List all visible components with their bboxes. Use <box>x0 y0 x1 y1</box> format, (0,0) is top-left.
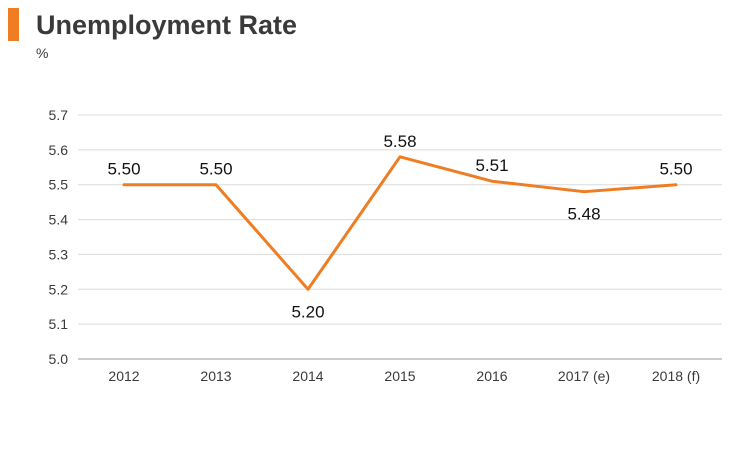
x-tick-label: 2015 <box>384 368 415 384</box>
x-tick-label: 2016 <box>476 368 507 384</box>
y-tick-label: 5.2 <box>49 281 69 297</box>
series-line <box>122 155 678 291</box>
x-axis-ticks: 2012 2013 2014 2015 2016 2017 (e) 2018 (f) <box>108 368 700 384</box>
data-label: 5.58 <box>383 132 416 151</box>
y-tick-label: 5.5 <box>49 177 69 193</box>
x-tick-label: 2012 <box>108 368 139 384</box>
title-accent-bar <box>8 8 19 41</box>
data-label: 5.50 <box>199 160 232 179</box>
data-label: 5.50 <box>659 160 692 179</box>
y-axis-ticks: 5.0 5.1 5.2 5.3 5.4 5.5 5.6 5.7 <box>49 107 69 367</box>
x-tick-label: 2013 <box>200 368 231 384</box>
series-line-group <box>122 155 678 291</box>
y-tick-label: 5.4 <box>49 212 69 228</box>
unit-label: % <box>36 45 49 61</box>
data-label: 5.50 <box>107 160 140 179</box>
data-label: 5.20 <box>291 302 324 321</box>
chart-title: Unemployment Rate <box>36 10 298 40</box>
y-tick-label: 5.0 <box>49 351 69 367</box>
grid-lines <box>78 114 722 360</box>
y-tick-label: 5.6 <box>49 142 69 158</box>
x-tick-label: 2014 <box>292 368 323 384</box>
data-label: 5.48 <box>567 205 600 224</box>
y-tick-label: 5.1 <box>49 316 69 332</box>
y-tick-label: 5.7 <box>49 107 69 123</box>
x-tick-label: 2017 (e) <box>558 368 610 384</box>
x-tick-label: 2018 (f) <box>652 368 700 384</box>
y-tick-label: 5.3 <box>49 246 69 262</box>
data-label: 5.51 <box>475 156 508 175</box>
data-labels: 5.50 5.50 5.20 5.58 5.51 5.48 5.50 <box>107 132 692 321</box>
